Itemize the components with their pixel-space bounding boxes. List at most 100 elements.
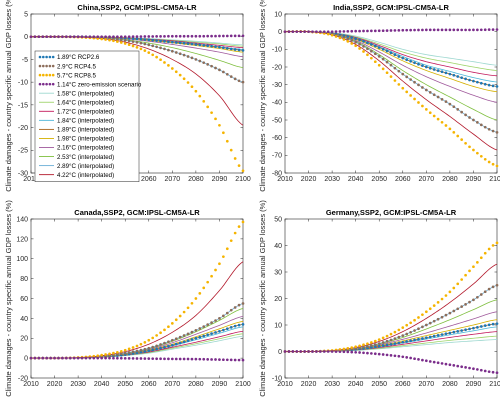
data-point (413, 80, 416, 84)
data-point (417, 101, 420, 104)
data-point (214, 66, 217, 70)
data-point (147, 357, 151, 360)
x-tick-label: 2030 (70, 381, 86, 388)
data-point (299, 350, 303, 353)
y-tick-label: -20 (272, 64, 282, 71)
data-point (229, 148, 233, 152)
legend-label: 1.64°C (interpolated) (57, 99, 114, 106)
data-point (233, 48, 237, 51)
data-point (237, 323, 241, 327)
data-point (198, 292, 202, 295)
x-tick-label: 2020 (301, 176, 317, 183)
data-point (182, 334, 186, 337)
data-point (241, 358, 245, 362)
data-point (444, 100, 448, 104)
data-point (377, 342, 381, 345)
data-point (170, 338, 174, 342)
chart-panel-india: India,SSP2, GCM:IPSL-CM5A-LR 2010 2020 203… (258, 0, 500, 192)
data-point (464, 328, 467, 332)
data-point (241, 220, 245, 224)
data-point (401, 355, 405, 359)
data-point (362, 29, 365, 33)
data-point (440, 97, 444, 101)
legend-marker (42, 82, 45, 86)
data-point (487, 323, 491, 327)
data-point (233, 306, 237, 309)
data-point (222, 70, 225, 74)
data-point (409, 356, 412, 360)
data-point (143, 35, 147, 38)
data-point (155, 55, 158, 59)
data-point (222, 328, 225, 332)
data-point (143, 350, 147, 353)
data-point (116, 38, 119, 41)
data-point (491, 28, 495, 31)
data-point (202, 334, 206, 338)
data-point (127, 351, 131, 354)
data-point (198, 327, 202, 330)
data-point (322, 350, 326, 353)
data-point (155, 357, 158, 361)
data-point (413, 357, 416, 361)
data-point (167, 40, 170, 44)
data-point (428, 335, 432, 339)
y-tick-label: -10 (272, 47, 282, 54)
data-point (322, 30, 326, 34)
data-point (88, 35, 92, 39)
data-point (405, 58, 409, 62)
data-point (108, 35, 111, 39)
data-point (100, 356, 104, 360)
data-point (444, 362, 448, 366)
data-point (472, 298, 475, 302)
data-point (373, 29, 377, 33)
data-point (444, 313, 448, 317)
data-point (370, 341, 373, 344)
data-point (237, 164, 241, 167)
data-point (29, 35, 33, 39)
data-point (354, 40, 358, 44)
data-point (96, 356, 100, 360)
data-point (409, 339, 412, 343)
x-tick-label: 2080 (442, 176, 458, 183)
data-point (385, 343, 389, 347)
data-point (452, 73, 456, 77)
data-point (159, 39, 162, 43)
x-tick-label: 2090 (466, 176, 482, 183)
data-point (57, 356, 60, 360)
data-point (432, 319, 436, 323)
data-point (178, 34, 182, 38)
data-point (210, 332, 213, 335)
data-point (182, 53, 186, 57)
data-point (119, 349, 123, 353)
data-point (186, 34, 190, 38)
data-point (370, 346, 373, 349)
data-point (401, 326, 405, 329)
data-point (45, 35, 49, 39)
data-point (393, 337, 397, 340)
data-point (45, 356, 49, 360)
data-point (194, 58, 198, 61)
chart-panel-germany: Germany,SSP2, GCM:IPSL-CM5A-LR 2010 2020 2… (258, 200, 500, 397)
data-point (397, 69, 401, 73)
data-point (342, 350, 346, 354)
data-point (163, 328, 166, 332)
series-markers-1-14-c-zero-emission-scenario (283, 350, 499, 375)
data-point (460, 278, 464, 281)
data-point (178, 341, 182, 345)
data-point (440, 297, 444, 301)
legend-label: 2.16°C (interpolated) (57, 145, 114, 152)
data-point (487, 247, 491, 251)
data-point (127, 357, 131, 360)
data-point (417, 83, 420, 87)
x-tick-label: 2100 (235, 381, 251, 388)
data-point (464, 77, 467, 81)
data-point (409, 28, 412, 32)
legend-marker (51, 82, 55, 86)
data-point (119, 41, 123, 44)
data-point (362, 40, 365, 43)
data-point (468, 366, 471, 370)
data-point (174, 51, 178, 54)
data-point (448, 28, 452, 32)
data-point (159, 343, 162, 346)
data-point (229, 47, 233, 51)
